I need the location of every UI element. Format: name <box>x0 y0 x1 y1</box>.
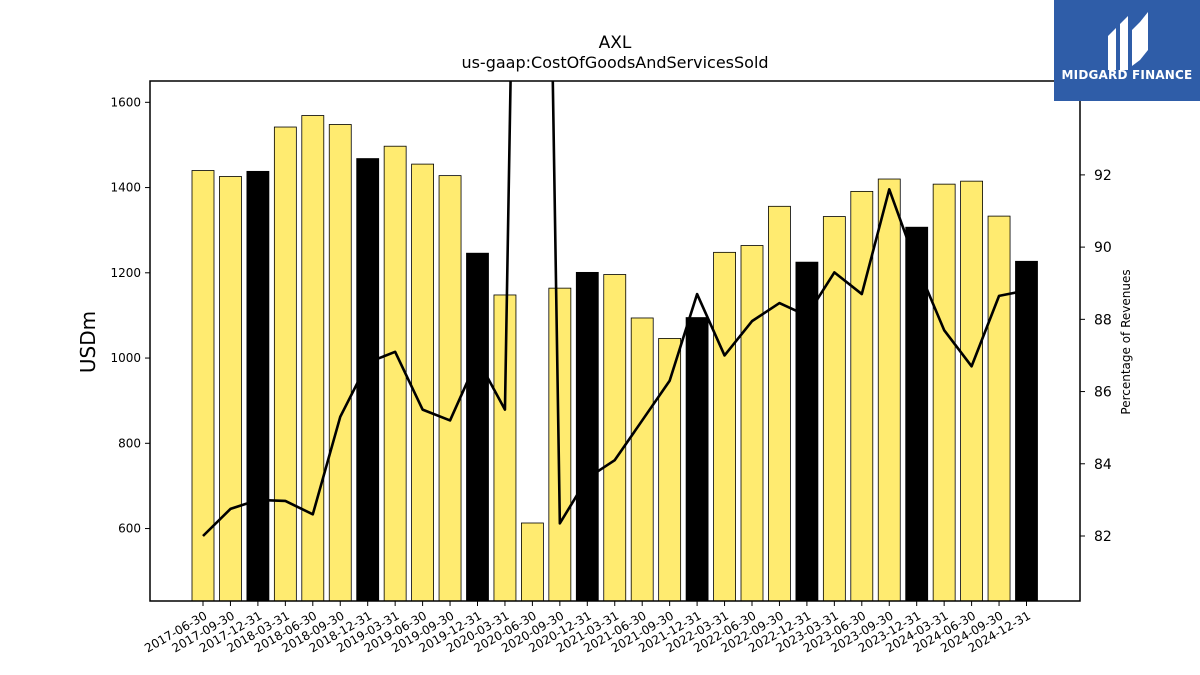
y2-axis-label: Percentage of Revenues <box>1119 269 1133 414</box>
bar <box>411 163 435 602</box>
bar <box>191 170 215 602</box>
y2-tick-label: 82 <box>1094 529 1112 545</box>
bar <box>328 124 352 602</box>
bar <box>301 115 325 602</box>
y-tick-label: 600 <box>118 522 141 536</box>
chart-subtitle: us-gaap:CostOfGoodsAndServicesSold <box>461 53 768 72</box>
chart-title: AXL <box>599 33 632 53</box>
bar <box>219 176 242 602</box>
bar <box>466 252 489 602</box>
brand-logo-text: MIDGARD FINANCE <box>1061 68 1193 82</box>
bar <box>603 274 627 602</box>
bar <box>987 215 1011 602</box>
y2-tick-label: 88 <box>1094 312 1112 328</box>
bar <box>438 175 462 602</box>
bar <box>932 183 956 602</box>
y-axis-right: 82 84 86 88 90 92 <box>1080 168 1112 545</box>
bar <box>713 251 736 602</box>
y2-tick-label: 92 <box>1094 168 1112 184</box>
y2-tick-label: 84 <box>1094 457 1112 473</box>
bar <box>768 205 791 602</box>
bar <box>685 317 709 602</box>
y-axis-label: USDm <box>76 311 100 373</box>
series-line <box>202 81 1027 537</box>
y2-tick-label: 86 <box>1094 385 1112 401</box>
bar <box>630 317 654 602</box>
bar <box>1015 260 1038 602</box>
bar <box>521 522 544 602</box>
y-tick-label: 1000 <box>110 351 141 365</box>
bar <box>740 245 764 602</box>
bars-layer <box>191 115 1038 602</box>
brand-logo-icon <box>1108 12 1148 70</box>
bar <box>575 271 599 602</box>
line-layer <box>202 81 1027 537</box>
y2-tick-label: 90 <box>1094 240 1112 256</box>
y-axis-left: 600 800 1000 1200 1400 1600 <box>110 95 150 536</box>
bar <box>877 178 901 602</box>
y-tick-label: 1400 <box>110 181 141 195</box>
bar <box>960 180 983 602</box>
y-tick-label: 800 <box>118 436 141 450</box>
x-axis: 2017-06-302017-09-302017-12-312018-03-31… <box>142 601 1033 655</box>
bar <box>246 170 270 602</box>
bar <box>383 145 407 602</box>
bar <box>273 126 297 602</box>
y-tick-label: 1600 <box>110 95 141 109</box>
bar <box>850 190 874 602</box>
y-tick-label: 1200 <box>110 266 141 280</box>
brand-logo: MIDGARD FINANCE <box>1054 0 1200 101</box>
